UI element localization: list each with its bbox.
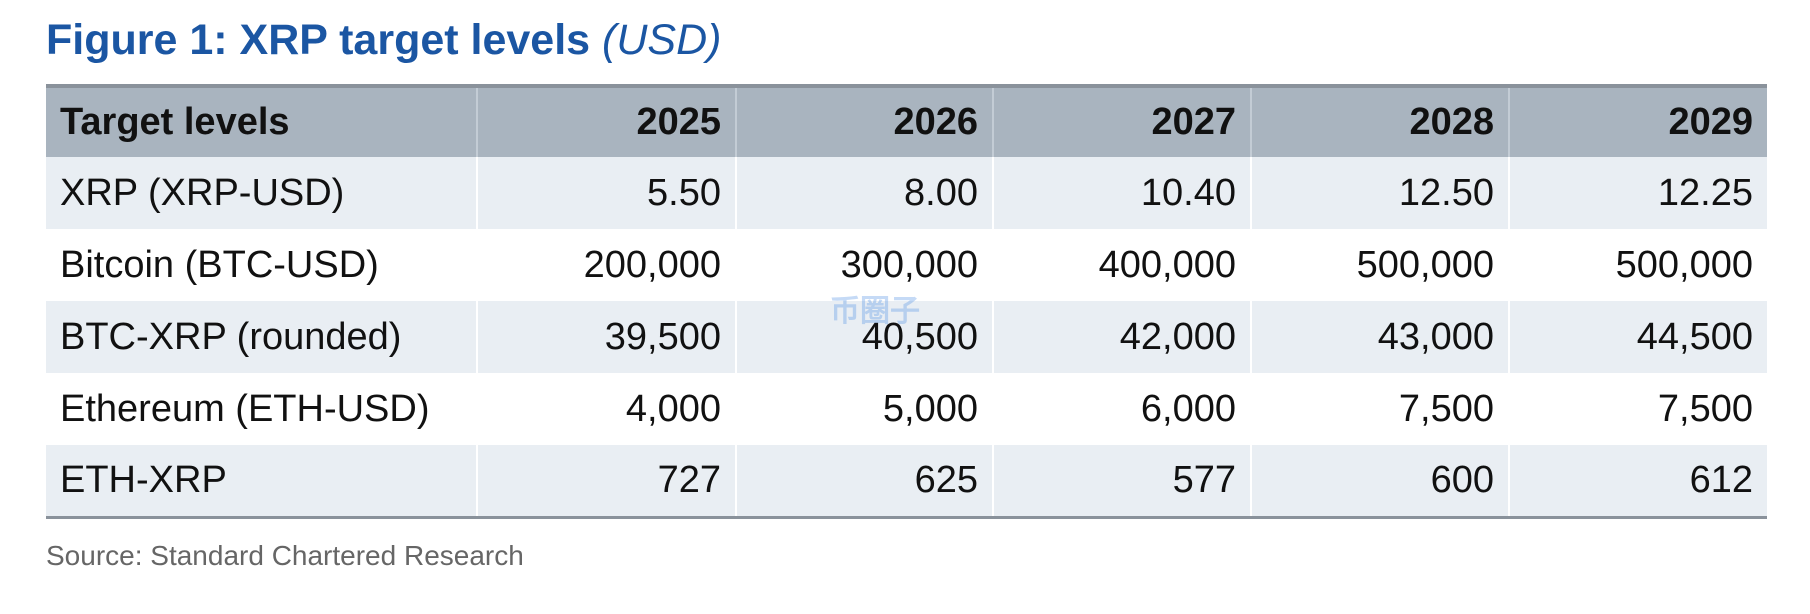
table-row: Ethereum (ETH-USD) 4,000 5,000 6,000 7,500 7,…	[46, 373, 1767, 445]
value-cell: 300,000	[735, 229, 993, 301]
table-header: Target levels 2025 2026 2027 2028 2029	[46, 86, 1767, 157]
value-cell: 577	[992, 445, 1251, 517]
header-cell: Target levels	[46, 86, 477, 157]
value-cell: 8.00	[735, 157, 993, 229]
value-cell: 612	[1508, 445, 1767, 517]
header-cell: 2025	[476, 86, 736, 157]
value-cell: 625	[735, 445, 993, 517]
value-cell: 727	[476, 445, 736, 517]
value-cell: 500,000	[1508, 229, 1767, 301]
table-body: XRP (XRP-USD) 5.50 8.00 10.40 12.50 12.25 Bitc…	[46, 157, 1767, 517]
value-cell: 400,000	[992, 229, 1251, 301]
value-cell: 44,500	[1508, 301, 1767, 373]
row-label: Ethereum (ETH-USD)	[46, 373, 477, 445]
watermark: 币圈子	[830, 295, 920, 328]
table-row: Bitcoin (BTC-USD) 200,000 300,000 400,000 50…	[46, 229, 1767, 301]
table-row: ETH-XRP 727 625 577 600 612	[46, 445, 1767, 517]
header-cell: 2029	[1508, 86, 1767, 157]
value-cell: 43,000	[1250, 301, 1509, 373]
value-cell: 6,000	[992, 373, 1251, 445]
value-cell: 5.50	[476, 157, 736, 229]
value-cell: 39,500	[476, 301, 736, 373]
row-label: XRP (XRP-USD)	[46, 157, 477, 229]
value-cell: 12.25	[1508, 157, 1767, 229]
title-unit: (USD)	[602, 16, 722, 64]
value-cell: 200,000	[476, 229, 736, 301]
title-text: Figure 1: XRP target levels	[46, 16, 591, 64]
figure-title: Figure 1: XRP target levels (USD)	[46, 16, 721, 65]
value-cell: 500,000	[1250, 229, 1509, 301]
source-note: Source: Standard Chartered Research	[46, 540, 524, 571]
value-cell: 42,000	[992, 301, 1251, 373]
value-cell: 40,500	[735, 301, 993, 373]
value-cell: 4,000	[476, 373, 736, 445]
row-label: ETH-XRP	[46, 445, 477, 517]
table-row: XRP (XRP-USD) 5.50 8.00 10.40 12.50 12.25	[46, 157, 1767, 229]
header-row: Target levels 2025 2026 2027 2028 2029	[46, 86, 1767, 157]
value-cell: 10.40	[992, 157, 1251, 229]
header-cell: 2028	[1250, 86, 1509, 157]
value-cell: 600	[1250, 445, 1509, 517]
row-label: Bitcoin (BTC-USD)	[46, 229, 477, 301]
value-cell: 7,500	[1508, 373, 1767, 445]
header-cell: 2027	[992, 86, 1251, 157]
row-label: BTC-XRP (rounded)	[46, 301, 477, 373]
value-cell: 12.50	[1250, 157, 1509, 229]
header-cell: 2026	[735, 86, 993, 157]
value-cell: 7,500	[1250, 373, 1509, 445]
value-cell: 5,000	[735, 373, 993, 445]
table-row: BTC-XRP (rounded) 39,500 40,500 42,000 43,00…	[46, 301, 1767, 373]
target-table: Target levels 2025 2026 2027 2028 2029 XRP (X…	[46, 84, 1767, 519]
